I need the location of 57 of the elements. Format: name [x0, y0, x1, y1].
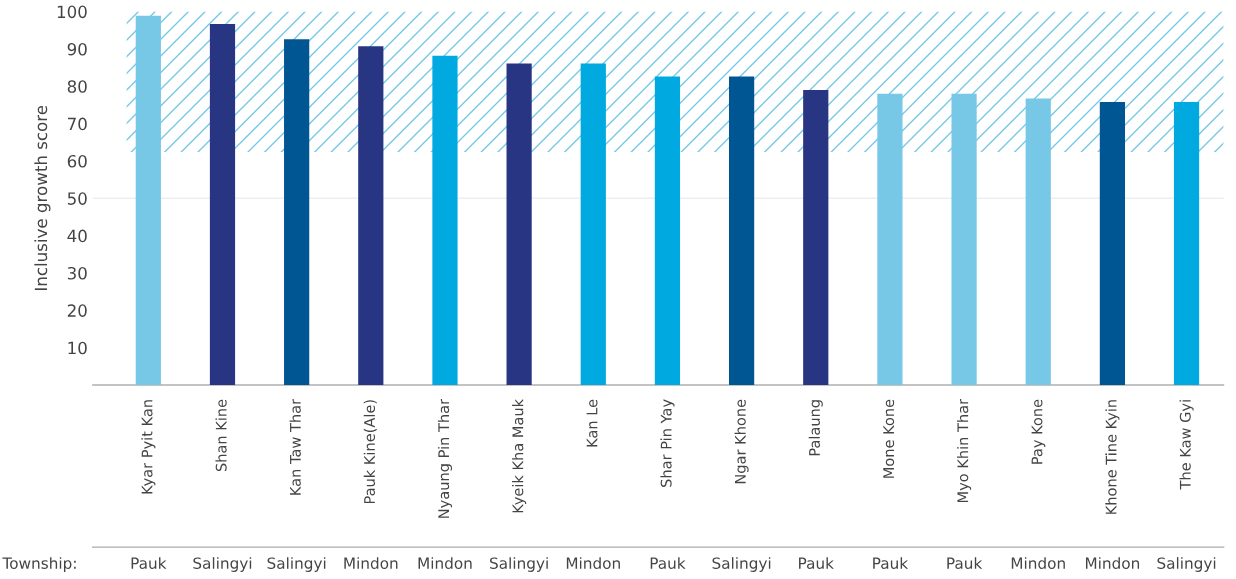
- y-tick-label: 10: [68, 341, 87, 355]
- bar: [654, 76, 681, 386]
- bar: [728, 76, 755, 386]
- y-tick-label: 20: [67, 304, 87, 317]
- text: Pauk: [131, 557, 167, 569]
- x-tick-label: Shar Pin Yay: [660, 399, 675, 487]
- text: Pauk: [799, 557, 834, 569]
- bar: [135, 15, 161, 386]
- text: Pauk: [873, 557, 909, 569]
- bar: [877, 93, 903, 386]
- x-tick-label: Kan Taw Thar: [289, 398, 301, 495]
- x-tick-label: Shan Kine: [215, 399, 227, 472]
- bar: [580, 63, 606, 386]
- y-tick-label: 70: [68, 117, 87, 131]
- bar: [209, 23, 236, 386]
- y-tick-label: 80: [67, 80, 87, 93]
- y-tick-label: 90: [67, 42, 87, 56]
- x-tick-label: Palaung: [808, 400, 823, 456]
- text: Salingyi: [712, 557, 771, 572]
- y-tick-label: 40: [67, 229, 87, 243]
- text: Pauk: [947, 557, 983, 569]
- text: Salingyi: [490, 557, 548, 572]
- x-tick-label: The Kaw Gyi: [1179, 400, 1194, 490]
- bar: [1099, 101, 1126, 386]
- text: Mindon: [1085, 557, 1140, 569]
- y-tick-label: 60: [67, 154, 87, 168]
- x-tick-label: Khone Tine Kyin: [1105, 400, 1120, 514]
- bar: [803, 90, 829, 386]
- text: Mindon: [1011, 557, 1065, 569]
- bar: [1025, 98, 1051, 386]
- x-tick-label: Kyeik Kha Mauk: [512, 398, 527, 513]
- y-tick-label: 100: [57, 5, 87, 19]
- x-tick-label: Pay Kone: [1031, 399, 1046, 464]
- bar: [432, 55, 458, 386]
- text: Salingyi: [193, 557, 252, 572]
- text: Mindon: [566, 557, 620, 569]
- text: Township:: [2, 557, 76, 572]
- text: Pauk: [650, 557, 686, 569]
- bar: [1173, 101, 1200, 386]
- y-tick-label: 30: [67, 266, 87, 280]
- x-tick-label: Kan Le: [586, 399, 598, 447]
- bar: [284, 39, 310, 386]
- x-tick-label: Ngar Khone: [734, 399, 749, 484]
- bar: [506, 63, 532, 386]
- text: Mindon: [344, 557, 398, 569]
- text: Salingyi: [1157, 557, 1216, 572]
- text: Mindon: [418, 557, 472, 569]
- x-tick-label: Kyar Pyit Kan: [141, 400, 156, 494]
- bar: [951, 93, 977, 386]
- x-tick-label: Mone Kone: [883, 399, 895, 478]
- x-tick-label: Myo Khin Thar: [957, 398, 972, 503]
- bar: [358, 46, 384, 386]
- y-tick-label: 50: [67, 192, 87, 205]
- x-tick-label: Pauk Kine(Ale): [363, 400, 377, 504]
- y-axis-title: Inclusive growth score: [34, 105, 51, 290]
- x-tick-label: Nyaung Pin Thar: [437, 398, 453, 518]
- text: Salingyi: [267, 557, 326, 572]
